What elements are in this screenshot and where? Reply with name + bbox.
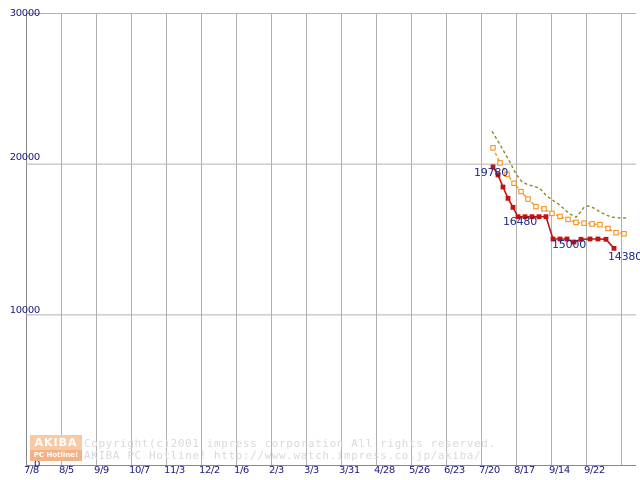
y-tick-label-20000: 20000 bbox=[9, 152, 41, 163]
data-point-marker bbox=[536, 214, 542, 220]
x-tick-label: 9/14 bbox=[549, 465, 570, 476]
x-tick-label: 5/26 bbox=[409, 465, 430, 476]
y-tick-label-0: 0 bbox=[33, 459, 40, 470]
data-point-marker bbox=[589, 221, 595, 227]
data-point-marker bbox=[573, 219, 579, 226]
data-point-marker bbox=[490, 145, 496, 151]
akiba-logo-title: AKIBA bbox=[30, 435, 82, 450]
data-point-marker bbox=[605, 225, 611, 232]
data-point-marker bbox=[495, 172, 501, 178]
x-tick-label: 8/17 bbox=[514, 465, 535, 476]
data-point-marker bbox=[557, 213, 563, 220]
x-tick-label: 8/5 bbox=[59, 465, 74, 476]
data-point-marker bbox=[581, 220, 587, 226]
data-point-marker bbox=[522, 214, 528, 220]
data-point-marker bbox=[549, 210, 555, 217]
data-point-marker bbox=[557, 236, 563, 242]
data-point-marker bbox=[597, 221, 603, 228]
data-point-marker bbox=[497, 160, 503, 166]
copyright-line-1: Copyright(c)2001 impress corporation All… bbox=[84, 437, 496, 450]
x-tick-label: 7/20 bbox=[479, 465, 500, 476]
data-point-marker bbox=[603, 236, 609, 242]
x-tick-label: 9/22 bbox=[584, 465, 605, 476]
x-tick-label: 9/9 bbox=[94, 465, 109, 476]
x-tick-label: 7/8 bbox=[24, 465, 39, 476]
data-point-marker bbox=[611, 245, 617, 251]
x-tick-label: 1/6 bbox=[234, 465, 249, 476]
data-point-marker bbox=[550, 236, 556, 242]
x-tick-label: 10/7 bbox=[129, 465, 150, 476]
data-point-marker bbox=[613, 229, 619, 236]
data-point-marker bbox=[587, 236, 593, 242]
y-tick-label-10000: 10000 bbox=[9, 305, 41, 316]
data-point-marker bbox=[533, 203, 539, 210]
data-point-marker bbox=[505, 195, 511, 201]
data-point-marker bbox=[621, 230, 627, 237]
x-tick-label: 3/31 bbox=[339, 465, 360, 476]
data-point-marker bbox=[564, 236, 570, 242]
data-point-marker bbox=[500, 184, 506, 190]
y-tick-label-30000: 30000 bbox=[9, 8, 41, 19]
data-point-marker bbox=[525, 196, 531, 202]
x-tick-label: 3/3 bbox=[304, 465, 319, 476]
x-tick-label: 4/28 bbox=[374, 465, 395, 476]
data-point-marker bbox=[541, 206, 547, 212]
akiba-logo-subtitle: PC Hotline! bbox=[30, 450, 82, 461]
data-point-marker bbox=[543, 214, 549, 220]
value-annotation: 19780 bbox=[474, 166, 508, 179]
data-point-marker bbox=[571, 239, 577, 245]
data-point-marker bbox=[565, 216, 571, 223]
data-point-marker bbox=[490, 164, 496, 170]
data-point-marker bbox=[529, 214, 535, 220]
copyright-line-2: AKIBA PC Hotline! http://www.watch.impre… bbox=[84, 449, 482, 462]
data-point-marker bbox=[578, 236, 584, 242]
data-point-marker bbox=[510, 204, 516, 210]
x-tick-label: 11/3 bbox=[164, 465, 185, 476]
akiba-logo-watermark: AKIBA PC Hotline! bbox=[30, 435, 82, 463]
value-annotation: 16480 bbox=[503, 215, 537, 228]
data-point-marker bbox=[504, 171, 510, 177]
x-tick-label: 2/3 bbox=[269, 465, 284, 476]
x-tick-label: 6/23 bbox=[444, 465, 465, 476]
x-tick-label: 12/2 bbox=[199, 465, 220, 476]
data-point-marker bbox=[595, 236, 601, 242]
series-line-highest-price bbox=[491, 130, 628, 219]
value-annotation: 14380 bbox=[608, 250, 640, 263]
data-point-marker bbox=[518, 188, 524, 195]
value-annotation: 15000 bbox=[552, 238, 586, 251]
data-point-marker bbox=[511, 180, 517, 187]
data-point-marker bbox=[515, 214, 521, 220]
